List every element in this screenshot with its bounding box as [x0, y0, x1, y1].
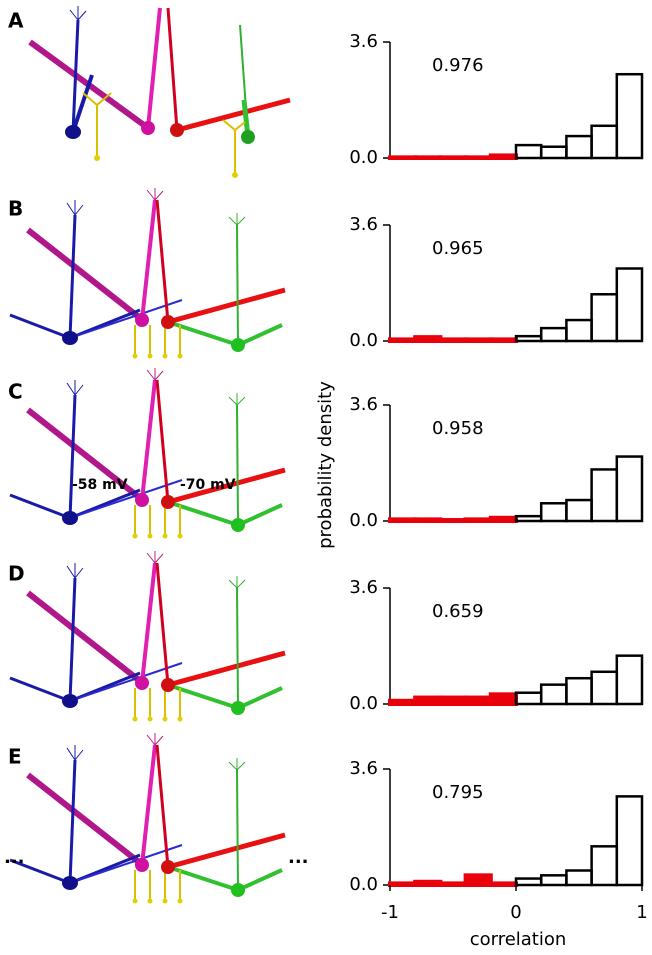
histogram-bar [615, 267, 644, 343]
histogram-bar [514, 143, 543, 160]
neuron-network-b [10, 188, 285, 359]
histogram-bar [413, 335, 443, 343]
y-tick-label: 0.0 [349, 874, 378, 895]
histogram-bar [514, 691, 543, 706]
histogram-bar [539, 502, 568, 523]
panel-label: C [8, 380, 23, 404]
panel-label: A [8, 9, 24, 33]
x-tick-label: 0 [510, 902, 521, 923]
histogram-bar [539, 874, 568, 887]
histogram-bar [565, 134, 593, 160]
y-tick-label: 3.6 [349, 394, 378, 415]
histogram-bar [615, 654, 644, 706]
histogram-bar [565, 318, 593, 343]
histogram-bar [388, 881, 418, 888]
histogram-bar [438, 337, 468, 343]
histogram-bar [438, 695, 468, 706]
voltage-label: -70 mV [180, 477, 236, 493]
histogram-bar [413, 517, 443, 524]
x-tick-label: -1 [381, 902, 399, 923]
ellipsis: ... [288, 847, 309, 868]
histogram-bar [438, 881, 468, 888]
annotation: 0.976 [432, 55, 484, 76]
y-tick-label: 0.0 [349, 510, 378, 531]
x-tick-label: 1 [636, 902, 647, 923]
y-tick-label: 3.6 [349, 758, 378, 779]
histogram-bar [488, 881, 518, 888]
histogram-bar [463, 337, 493, 343]
histogram-bar [615, 455, 644, 523]
histogram-bar [539, 145, 568, 160]
histogram-bar [590, 293, 619, 343]
panel-label: B [8, 197, 23, 221]
histogram-bar [539, 326, 568, 343]
histogram-bar [463, 873, 493, 887]
panel-label: D [8, 562, 25, 586]
y-axis-label: probability density [315, 381, 336, 549]
histogram-bar [413, 155, 443, 161]
y-tick-label: 3.6 [349, 31, 378, 52]
histogram-bar [488, 337, 518, 343]
histogram-bar [565, 498, 593, 523]
histogram-bar [488, 515, 518, 523]
annotation: 0.795 [432, 782, 484, 803]
y-tick-label: 3.6 [349, 577, 378, 598]
annotation: 0.958 [432, 418, 484, 439]
histogram-bar [590, 845, 619, 887]
neuron-network-d [10, 551, 285, 722]
histogram-bar [413, 695, 443, 706]
histogram-bar [463, 517, 493, 524]
histogram-bar [590, 670, 619, 706]
panel-label: E [8, 745, 22, 769]
histogram-bar [514, 514, 543, 523]
histogram-bar [388, 337, 418, 343]
histogram-bar [590, 468, 619, 523]
histogram-bar [615, 72, 644, 160]
histogram-bar [488, 692, 518, 706]
histogram-bar [615, 795, 644, 887]
annotation: 0.965 [432, 238, 484, 259]
histogram-bar [514, 334, 543, 343]
annotation: 0.659 [432, 601, 484, 622]
neuron-network-e [10, 733, 285, 904]
histogram-bar [590, 124, 619, 160]
voltage-label: -58 mV [72, 477, 128, 493]
histogram-bar [565, 676, 593, 706]
ellipsis: ... [4, 847, 25, 868]
histogram-bar [388, 155, 418, 161]
histogram-bar [438, 518, 468, 523]
histogram-bar [565, 869, 593, 887]
neuron-network-a [28, 6, 291, 178]
y-tick-label: 0.0 [349, 147, 378, 168]
neuron-network-c [10, 368, 285, 539]
histogram-bar [539, 683, 568, 706]
x-axis-label: correlation [470, 929, 567, 950]
histogram-bar [388, 517, 418, 524]
y-tick-label: 3.6 [349, 214, 378, 235]
histogram-bar [514, 877, 543, 887]
histogram-bar [463, 695, 493, 706]
histogram-bar [413, 879, 443, 887]
y-tick-label: 0.0 [349, 693, 378, 714]
y-tick-label: 0.0 [349, 330, 378, 351]
histogram-bar [488, 153, 518, 161]
histogram-bar [388, 698, 418, 706]
histogram-bar [463, 155, 493, 161]
histogram-bar [438, 155, 468, 161]
